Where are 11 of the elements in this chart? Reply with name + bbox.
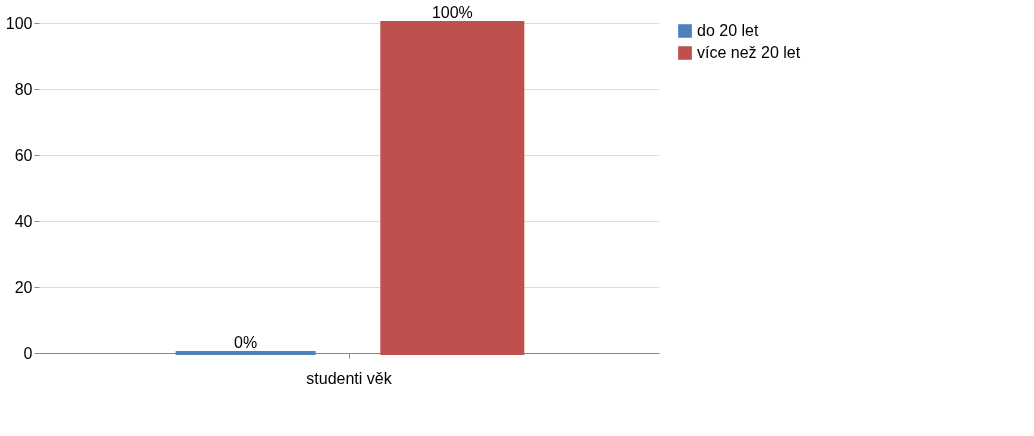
- y-tick-label: 60: [14, 146, 33, 164]
- x-tick-label: studenti věk: [306, 369, 393, 387]
- data-label: 100%: [431, 4, 473, 21]
- legend-label: do 20 let: [697, 22, 759, 39]
- legend-label: více než 20 let: [697, 44, 801, 61]
- y-tick-label: 0: [23, 344, 33, 362]
- y-tick-label: 20: [14, 278, 33, 296]
- y-tick-label: 100: [5, 14, 33, 32]
- y-tick-label: 80: [14, 80, 33, 98]
- y-tick-label: 40: [14, 212, 33, 230]
- data-label: 0%: [234, 334, 258, 351]
